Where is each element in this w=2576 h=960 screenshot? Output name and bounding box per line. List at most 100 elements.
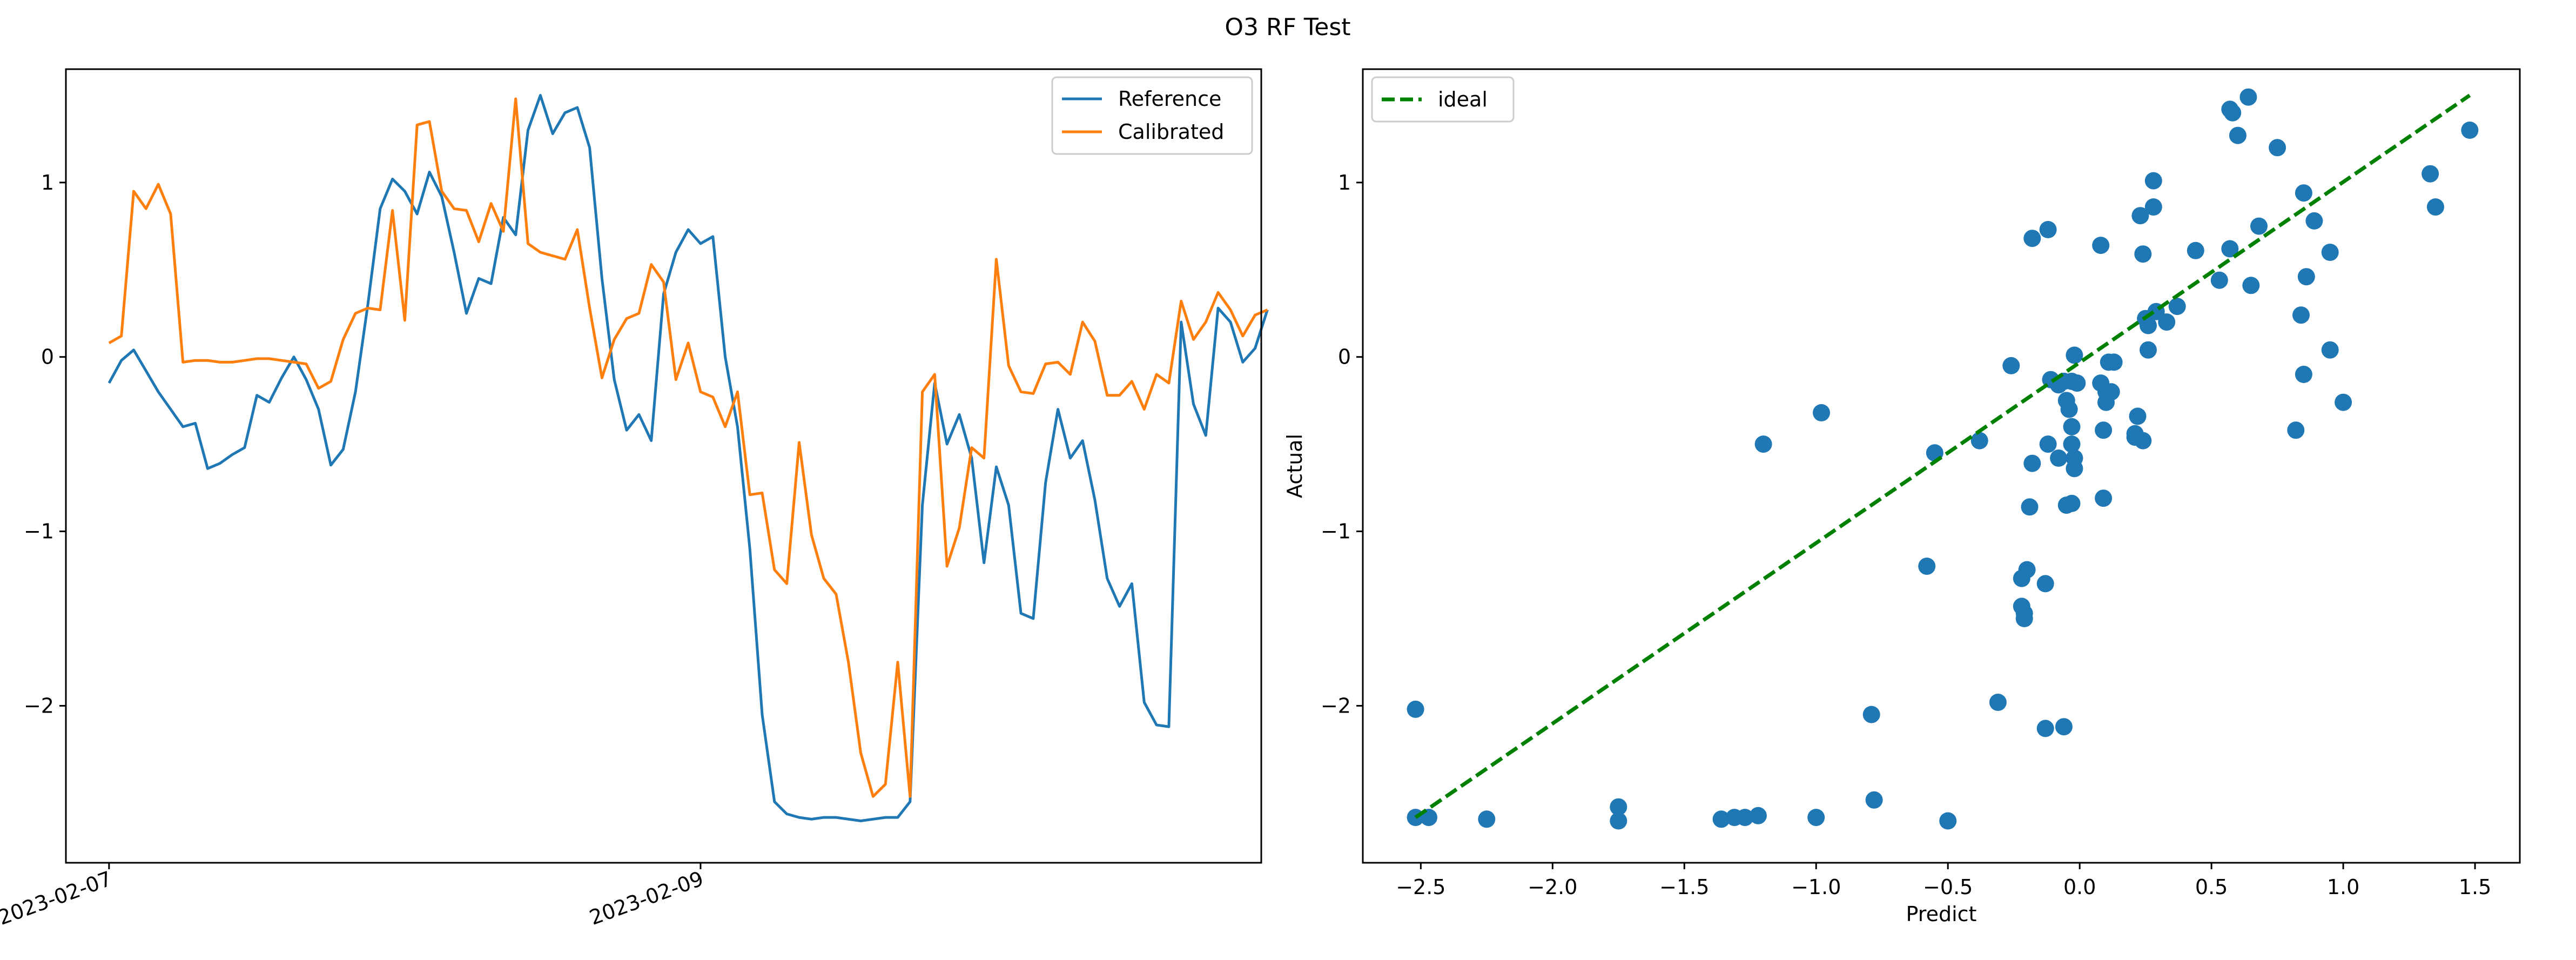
scatter-point bbox=[2097, 393, 2115, 411]
scatter-point bbox=[2239, 88, 2257, 106]
x-tick-label: −1.5 bbox=[1659, 875, 1709, 899]
scatter-point bbox=[1754, 435, 1772, 453]
scatter-point bbox=[2321, 341, 2339, 359]
plot-frame bbox=[1362, 68, 2521, 864]
y-axis-label: Actual bbox=[1283, 434, 1307, 498]
scatter-point bbox=[2297, 268, 2315, 286]
scatter-point bbox=[2063, 435, 2081, 453]
scatter-point bbox=[1712, 810, 1730, 828]
scatter-point bbox=[2140, 341, 2157, 359]
scatter-point bbox=[2066, 346, 2083, 364]
scatter-point bbox=[1862, 706, 1880, 723]
scatter-point bbox=[2292, 306, 2310, 324]
scatter-point bbox=[2036, 575, 2054, 593]
scatter-point bbox=[2131, 207, 2149, 225]
scatter-point bbox=[2158, 313, 2176, 331]
scatter-point bbox=[1918, 558, 1936, 575]
x-tick-label: −2.0 bbox=[1528, 875, 1577, 899]
scatter-point bbox=[2335, 393, 2352, 411]
series-line-reference bbox=[107, 93, 1269, 822]
y-tick-label: 1 bbox=[1338, 171, 1351, 194]
scatter-point bbox=[1736, 809, 1754, 827]
scatter-point bbox=[2242, 277, 2260, 294]
scatter-panel: −2 −1 0 1 −2.5 −2.0 −1.5 −1.0 −0.5 0.0 0.5 1.0 1.5 Pr… bbox=[1283, 68, 2521, 926]
time-series-legend: Reference Calibrated bbox=[1051, 76, 1253, 155]
y-tick-label: 0 bbox=[41, 345, 54, 369]
scatter-point bbox=[2144, 172, 2162, 190]
x-axis-label: Predict bbox=[1906, 902, 1977, 926]
x-tick-label: 1.5 bbox=[2459, 875, 2491, 899]
scatter-point bbox=[2250, 217, 2268, 235]
scatter-point bbox=[2126, 428, 2144, 446]
scatter-point bbox=[2422, 165, 2439, 183]
scatter-axes: −2 −1 0 1 −2.5 −2.0 −1.5 −1.0 −0.5 0.0 0.5 1.0 1.5 Pr… bbox=[1283, 68, 2521, 926]
y-tick-label: 0 bbox=[1338, 345, 1351, 369]
scatter-point bbox=[2269, 139, 2286, 157]
legend-label: Reference bbox=[1118, 87, 1221, 111]
scatter-point bbox=[2068, 374, 2086, 392]
scatter-point bbox=[2129, 407, 2147, 425]
scatter-point bbox=[2015, 610, 2033, 627]
x-tick-label: 1.0 bbox=[2327, 875, 2359, 899]
scatter-point bbox=[2134, 245, 2152, 263]
scatter-point bbox=[2295, 366, 2312, 383]
x-tick-label: 0.5 bbox=[2195, 875, 2228, 899]
scatter-point bbox=[1865, 791, 1883, 809]
y-tick-label: 1 bbox=[41, 171, 54, 194]
scatter-point bbox=[2023, 454, 2041, 472]
x-tick-label: 0.0 bbox=[2063, 875, 2096, 899]
scatter-point bbox=[2057, 392, 2075, 409]
scatter-point bbox=[2002, 357, 2020, 374]
time-series-axes: −2 −1 0 1 2023-02-07 2023-02-09 bbox=[0, 68, 1262, 930]
legend-box bbox=[1051, 76, 1253, 155]
legend-label: ideal bbox=[1438, 88, 1488, 111]
scatter-point bbox=[2224, 104, 2242, 122]
scatter-point bbox=[2187, 241, 2204, 259]
scatter-point bbox=[2095, 421, 2113, 439]
scatter-point bbox=[2018, 561, 2036, 579]
x-tick-label: −0.5 bbox=[1923, 875, 1973, 899]
scatter-point bbox=[1407, 700, 1424, 718]
scatter-point bbox=[2229, 126, 2247, 144]
scatter-point bbox=[2305, 212, 2323, 230]
scatter-point bbox=[2295, 184, 2312, 202]
x-tick-label: −2.5 bbox=[1396, 875, 1445, 899]
scatter-point bbox=[2066, 460, 2083, 478]
y-tick-label: −2 bbox=[1321, 694, 1351, 717]
scatter-point bbox=[1478, 810, 1496, 828]
scatter-point bbox=[2050, 449, 2068, 467]
scatter-point bbox=[1813, 404, 1830, 421]
scatter-point bbox=[2321, 244, 2339, 261]
scatter-point bbox=[2168, 298, 2186, 315]
series-line-calibrated bbox=[108, 97, 1268, 798]
scatter-point bbox=[1989, 694, 2007, 711]
scatter-point bbox=[1939, 812, 1957, 830]
scatter-point bbox=[2144, 198, 2162, 216]
ideal-line bbox=[1414, 93, 2471, 819]
scatter-point bbox=[1970, 432, 1988, 449]
scatter-point bbox=[2287, 421, 2305, 439]
scatter-marks bbox=[1407, 88, 2479, 830]
scatter-legend: ideal bbox=[1371, 76, 1515, 123]
scatter-point bbox=[2023, 230, 2041, 247]
scatter-point bbox=[1807, 809, 1825, 827]
legend-label: Calibrated bbox=[1118, 120, 1224, 144]
legend-box bbox=[1371, 76, 1515, 123]
scatter-point bbox=[2426, 198, 2444, 216]
scatter-point bbox=[2095, 489, 2113, 507]
y-tick-label: −1 bbox=[24, 520, 54, 543]
scatter-point bbox=[2221, 240, 2239, 258]
y-tick-label: −2 bbox=[24, 694, 54, 717]
x-tick-label: 2023-02-07 bbox=[0, 867, 115, 930]
scatter-point bbox=[2021, 498, 2039, 516]
scatter-point bbox=[2039, 221, 2057, 238]
time-series-panel: −2 −1 0 1 2023-02-07 2023-02-09 Reference Cali… bbox=[0, 68, 1269, 930]
time-series-marks bbox=[107, 93, 1269, 822]
scatter-point bbox=[2092, 237, 2110, 254]
figure-suptitle: O3 RF Test bbox=[1225, 14, 1350, 41]
x-tick-label: 2023-02-09 bbox=[586, 867, 707, 930]
plot-frame bbox=[65, 68, 1262, 864]
scatter-point bbox=[2461, 122, 2479, 139]
scatter-point bbox=[1610, 798, 1627, 816]
